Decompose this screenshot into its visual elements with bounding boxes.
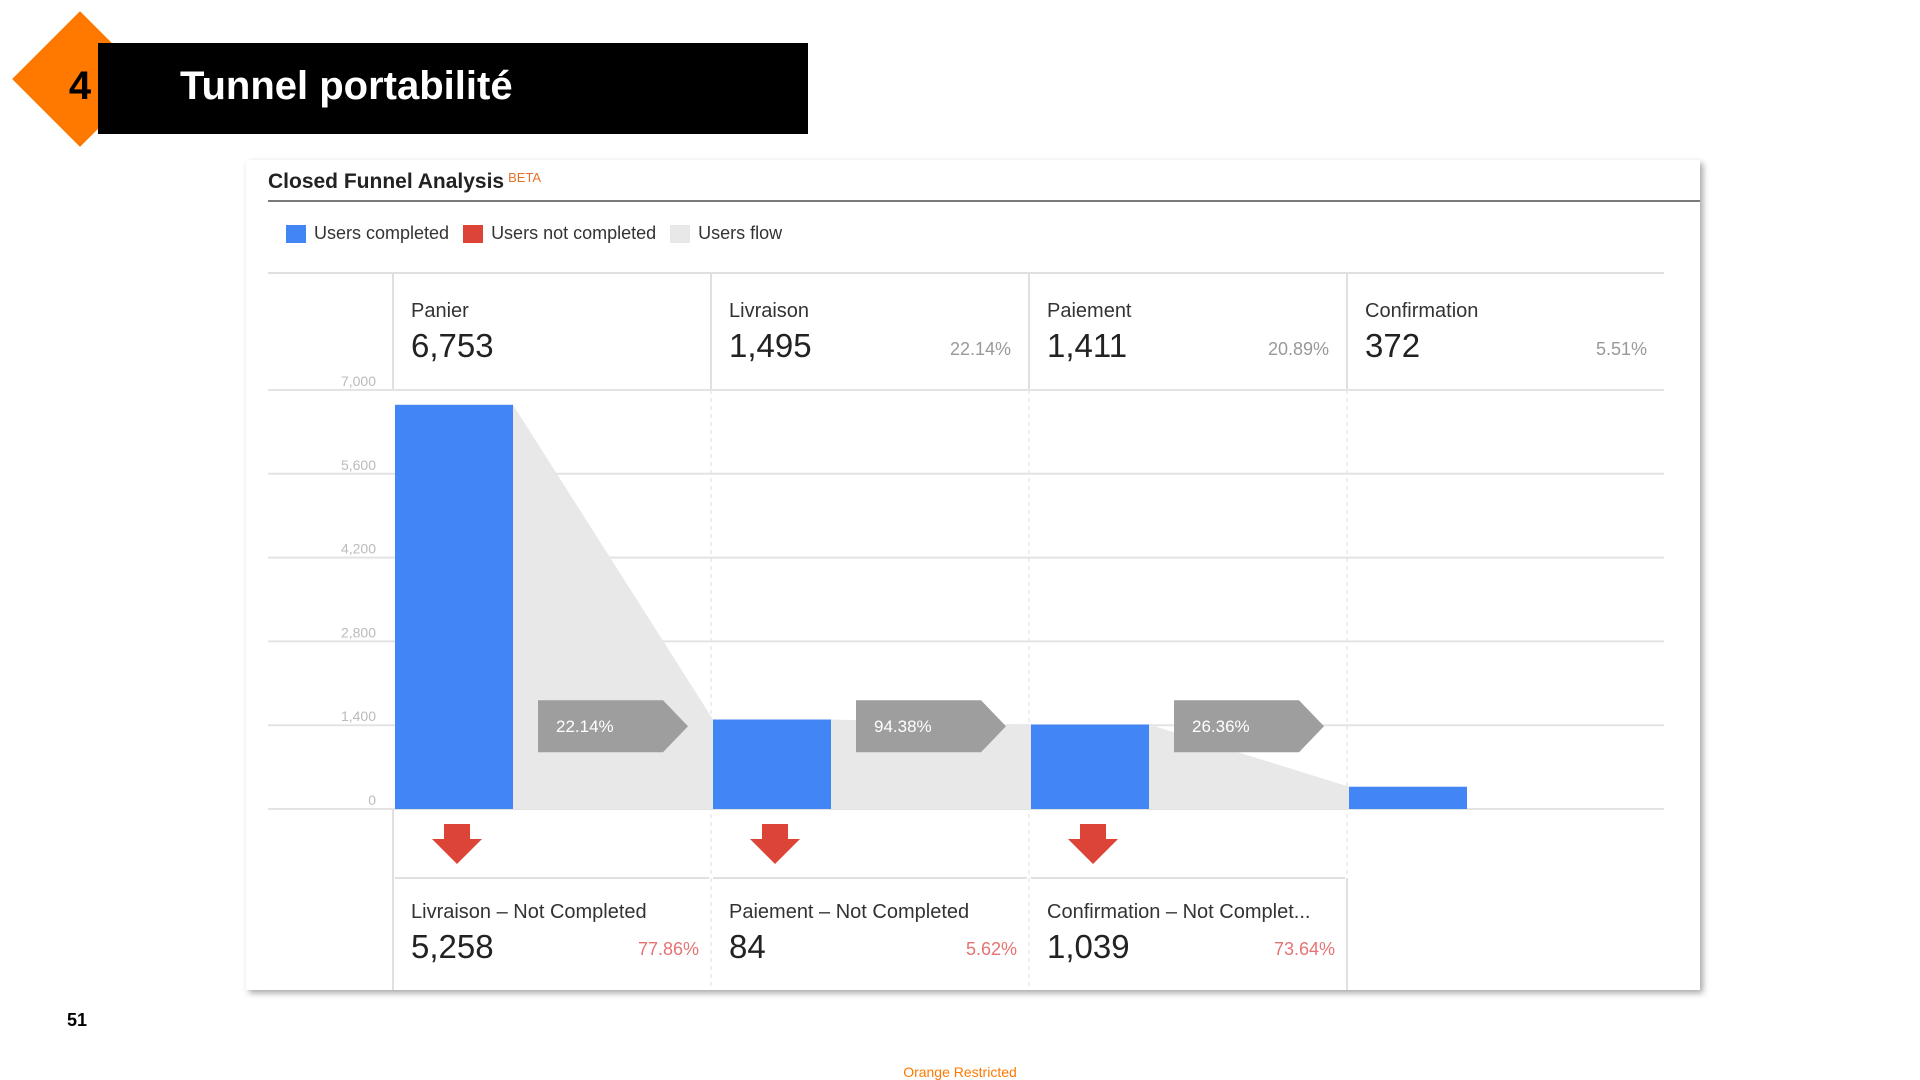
chart-legend: Users completed Users not completed User…	[286, 223, 796, 244]
section-number: 4	[68, 64, 92, 108]
stage-name: Paiement	[1047, 300, 1132, 322]
stage-name: Confirmation	[1365, 300, 1478, 322]
not-completed-value: 84	[729, 928, 766, 965]
y-tick-label: 5,600	[341, 457, 376, 473]
y-tick-label: 4,200	[341, 541, 376, 557]
not-completed-arrow-icon	[750, 824, 800, 864]
flow-rate-label: 26.36%	[1192, 717, 1250, 736]
y-tick-label: 2,800	[341, 624, 376, 640]
stage-name: Panier	[411, 300, 469, 322]
not-completed-value: 1,039	[1047, 928, 1130, 965]
legend-label-completed: Users completed	[314, 223, 450, 243]
flow-rate-arrow	[856, 700, 1006, 753]
stage-value: 6,753	[411, 327, 494, 364]
not-completed-percent: 5.62%	[966, 939, 1017, 959]
slide-title: Tunnel portabilité	[180, 64, 513, 108]
legend-swatch-flow	[670, 224, 691, 243]
stage-value: 1,411	[1047, 327, 1127, 364]
title-bar	[98, 43, 808, 134]
stage-percent: 22.14%	[950, 339, 1011, 359]
y-tick-label: 1,400	[341, 708, 376, 724]
page-number: 51	[67, 1010, 88, 1030]
legend-label-flow: Users flow	[698, 223, 783, 243]
bar-users-completed-confirmation	[1349, 786, 1467, 809]
legend-not-completed[interactable]: Users not completed	[463, 223, 656, 244]
not-completed-percent: 73.64%	[1274, 939, 1335, 959]
flow-rate-arrow	[1174, 700, 1324, 753]
stage-percent: 20.89%	[1268, 339, 1329, 359]
stage-value: 372	[1365, 327, 1420, 364]
legend-swatch-not-completed	[463, 224, 484, 243]
not-completed-percent: 77.86%	[638, 939, 699, 959]
funnel-panel: Closed Funnel Analysis BETA Users complet…	[246, 160, 1700, 990]
stage-percent: 5.51%	[1596, 339, 1647, 359]
not-completed-name: Paiement – Not Completed	[729, 901, 969, 923]
flow-rate-label: 94.38%	[874, 717, 932, 736]
y-tick-label: 0	[368, 792, 376, 808]
legend-swatch-completed	[286, 224, 306, 243]
legend-label-not-completed: Users not completed	[491, 223, 657, 243]
panel-divider	[268, 200, 1700, 202]
not-completed-value: 5,258	[411, 928, 494, 965]
stage-value: 1,495	[729, 327, 812, 364]
panel-title-text: Closed Funnel Analysis	[268, 170, 505, 193]
y-tick-label: 7,000	[341, 373, 376, 389]
stage-name: Livraison	[729, 300, 809, 322]
bar-users-completed-livraison	[713, 719, 831, 809]
panel-title: Closed Funnel Analysis BETA	[268, 170, 541, 194]
classification-footer: Orange Restricted	[903, 1064, 1017, 1080]
bar-users-completed-paiement	[1031, 724, 1149, 809]
legend-flow[interactable]: Users flow	[670, 223, 782, 244]
flow-rate-arrow	[538, 700, 688, 753]
beta-badge: BETA	[508, 170, 542, 185]
not-completed-arrow-icon	[1068, 824, 1118, 864]
funnel-chart: 7,000 5,600 4,200 2,800 1,400 0 22.14% 94.38% 26…	[268, 272, 1664, 990]
flow-rate-label: 22.14%	[556, 717, 614, 736]
legend-completed[interactable]: Users completed	[286, 223, 449, 244]
bar-users-completed-panier	[395, 404, 513, 809]
not-completed-name: Livraison – Not Completed	[411, 901, 647, 923]
not-completed-arrow-icon	[432, 824, 482, 864]
not-completed-name: Confirmation – Not Complet...	[1047, 901, 1310, 923]
